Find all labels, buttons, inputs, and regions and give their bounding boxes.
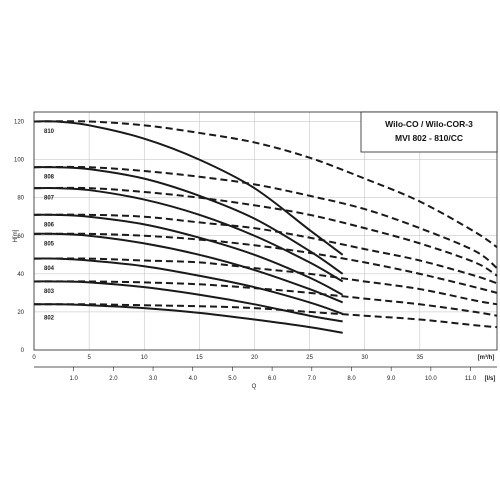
curve-label-807: 807	[44, 196, 55, 202]
secondary-x-axis: 1.0 2.0 3.0 4.0 5.0 6.0 7.0 8.0 9.0 10.0 11.0	[34, 366, 497, 382]
x-tick-30: 30	[361, 355, 368, 361]
curve-804-dashed	[33, 257, 498, 306]
x-ls-tick-9: 9.0	[387, 376, 396, 382]
x-ls-tick-5: 5.0	[228, 376, 237, 382]
x-ls-tick-10: 10.0	[425, 376, 437, 382]
curve-806-solid	[33, 213, 344, 296]
x-tick-10: 10	[141, 355, 148, 361]
chart-title-line-2: MVI 802 - 810/CC	[395, 133, 463, 143]
x-tick-15: 15	[196, 355, 203, 361]
x-ls-tick-2: 2.0	[109, 376, 118, 382]
plot-frame	[33, 111, 498, 351]
curve-label-810: 810	[44, 129, 55, 135]
curve-label-805: 805	[44, 241, 55, 247]
curve-labels: 810 808 807 806 805 804 803 802	[44, 129, 55, 322]
chart-title-line-1: Wilo-CO / Wilo-COR-3	[385, 119, 473, 129]
curve-label-804: 804	[44, 266, 55, 272]
curve-808-dashed	[33, 165, 498, 269]
y-tick-labels: 0 20 40 60 80 100 120	[14, 120, 25, 354]
x-tick-labels: 0 5 10 15 20 25 30 35	[32, 355, 423, 361]
y-tick-80: 80	[17, 196, 24, 202]
curve-810-dashed	[33, 120, 498, 249]
x-tick-25: 25	[306, 355, 313, 361]
curve-802-solid	[33, 303, 343, 334]
pump-curves	[33, 120, 498, 334]
y-tick-60: 60	[17, 234, 24, 240]
curve-label-806: 806	[44, 222, 55, 228]
x-ls-tick-3: 3.0	[149, 376, 158, 382]
y-tick-40: 40	[17, 272, 24, 278]
x-unit-bottom: [l/s]	[485, 376, 496, 382]
y-axis-label: H[m]	[13, 229, 19, 242]
x-axis-label: Q	[252, 384, 257, 390]
curve-802-dashed	[33, 303, 498, 329]
x-ls-tick-4: 4.0	[189, 376, 198, 382]
curve-label-802: 802	[44, 316, 55, 322]
x-ls-tick-11: 11.0	[465, 376, 477, 382]
x-ls-tick-8: 8.0	[347, 376, 356, 382]
curve-label-803: 803	[44, 289, 55, 295]
curve-806-dashed	[33, 213, 498, 285]
curve-808-solid	[33, 166, 344, 275]
title-box-frame	[360, 111, 498, 153]
y-tick-100: 100	[14, 158, 25, 164]
x-tick-35: 35	[416, 355, 423, 361]
y-tick-0: 0	[21, 348, 25, 354]
curve-805-dashed	[33, 232, 498, 294]
y-tick-20: 20	[17, 310, 24, 316]
curve-807-dashed	[33, 186, 498, 277]
x-ls-tick-6: 6.0	[268, 376, 277, 382]
x-ls-tick-1: 1.0	[70, 376, 79, 382]
title-box: Wilo-CO / Wilo-COR-3 MVI 802 - 810/CC	[360, 111, 498, 153]
x-ls-tick-7: 7.0	[308, 376, 317, 382]
x-tick-20: 20	[251, 355, 258, 361]
curve-label-808: 808	[44, 175, 55, 181]
x-tick-5: 5	[87, 355, 91, 361]
curve-807-solid	[33, 187, 344, 283]
curve-804-solid	[33, 257, 343, 315]
x-unit-top: [m³/h]	[478, 354, 495, 361]
y-tick-120: 120	[14, 120, 25, 126]
curve-805-solid	[33, 232, 344, 304]
x-tick-0: 0	[32, 355, 36, 361]
curve-803-solid	[33, 280, 343, 323]
curve-810-solid	[33, 120, 344, 256]
curve-803-dashed	[33, 280, 498, 317]
